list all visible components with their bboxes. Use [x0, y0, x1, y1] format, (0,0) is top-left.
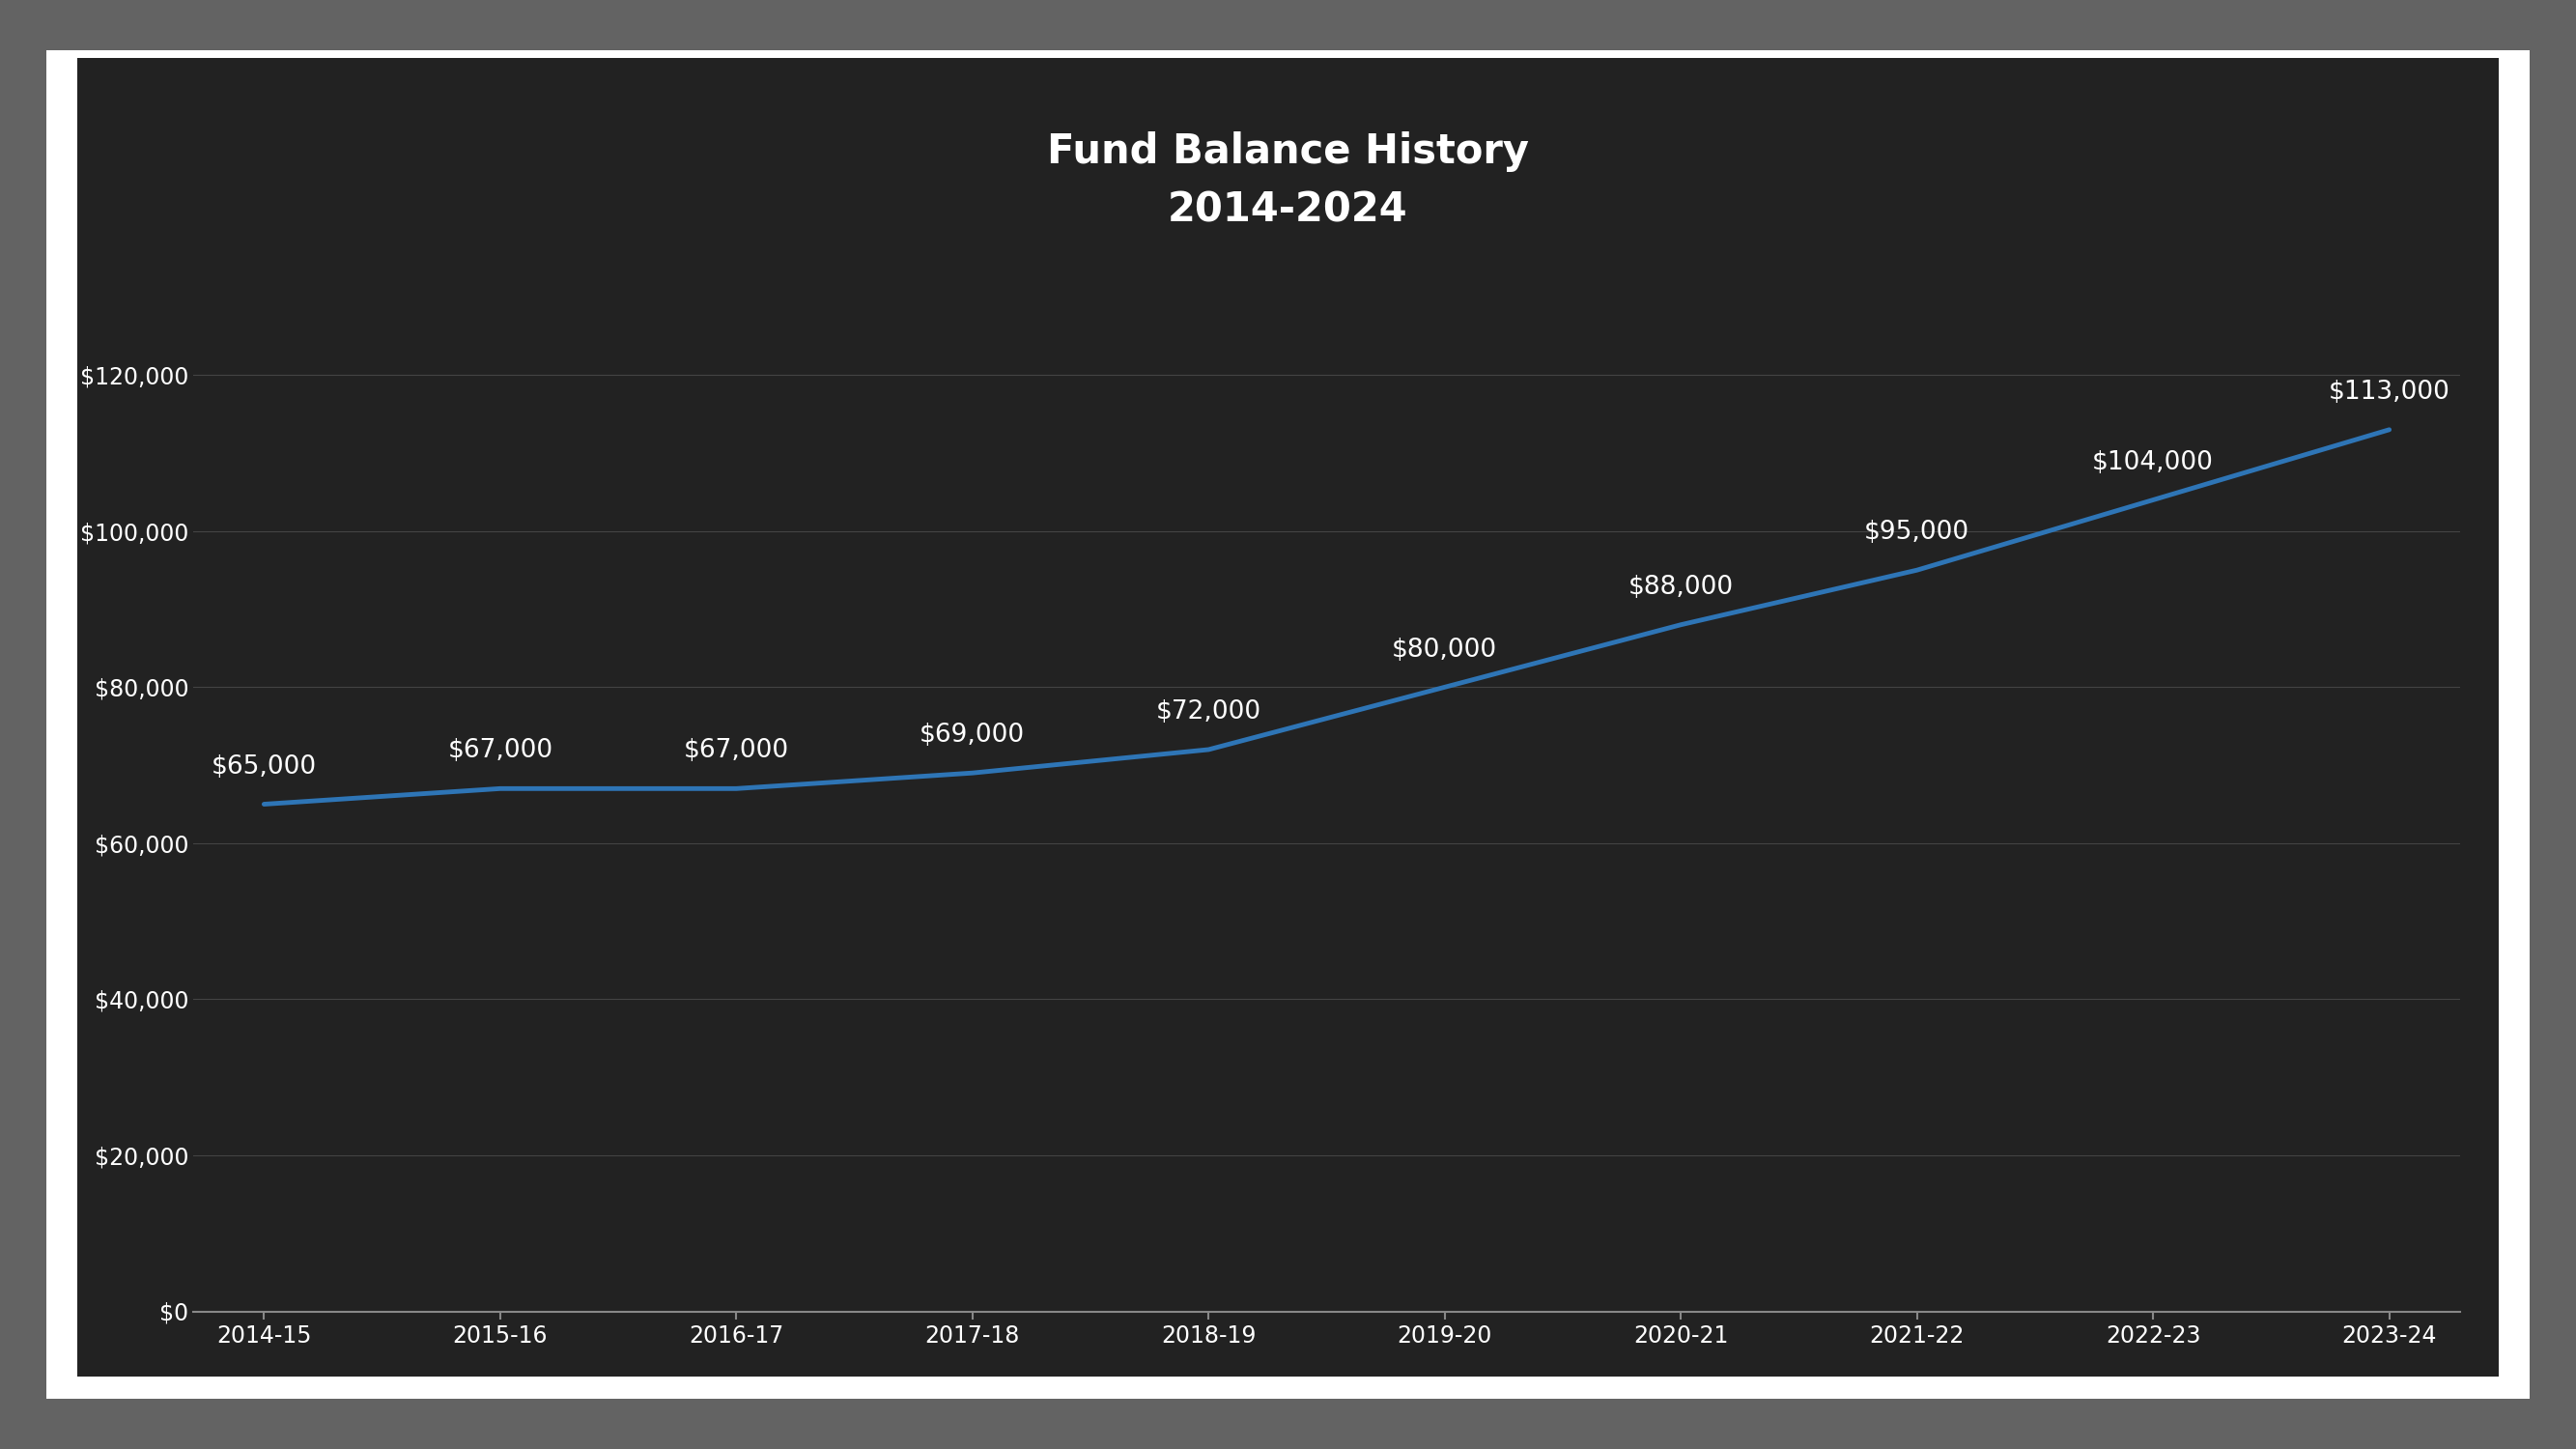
Text: $72,000: $72,000: [1157, 700, 1262, 724]
Text: $69,000: $69,000: [920, 723, 1025, 748]
Text: $65,000: $65,000: [211, 753, 317, 780]
Text: $80,000: $80,000: [1391, 638, 1497, 662]
Text: $113,000: $113,000: [2329, 380, 2450, 404]
Text: $104,000: $104,000: [2092, 449, 2213, 475]
Text: 2014-2024: 2014-2024: [1167, 190, 1409, 230]
Text: $95,000: $95,000: [1865, 520, 1971, 545]
Text: $67,000: $67,000: [448, 739, 554, 764]
Text: Fund Balance History: Fund Balance History: [1046, 132, 1530, 172]
Text: $88,000: $88,000: [1628, 575, 1734, 600]
Text: $67,000: $67,000: [683, 739, 788, 764]
